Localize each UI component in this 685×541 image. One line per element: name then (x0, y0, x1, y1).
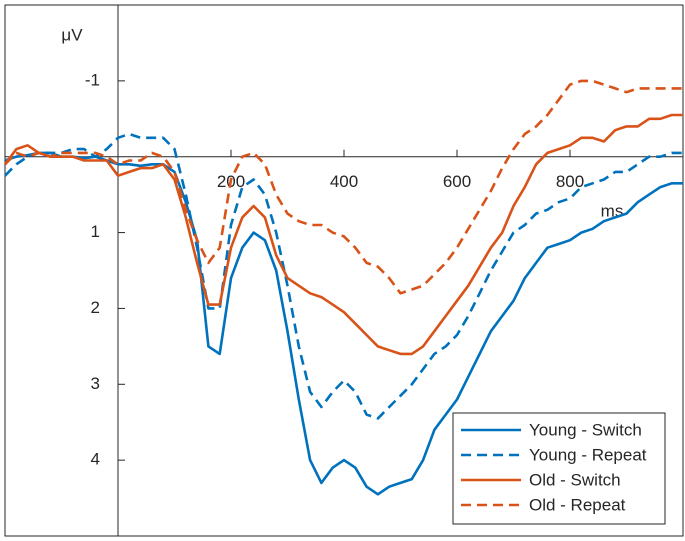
legend-label: Old - Repeat (529, 495, 626, 514)
data-line (4, 79, 683, 295)
y-tick-label: 1 (91, 222, 100, 241)
data-line (3, 113, 683, 356)
y-axis-label: μV (61, 25, 83, 44)
data-line (4, 151, 683, 496)
legend-box (452, 412, 666, 525)
legend-label: Young - Repeat (529, 445, 647, 464)
x-tick-label: 600 (443, 172, 471, 191)
x-tick-label: 400 (330, 172, 358, 191)
data-line (4, 132, 683, 420)
legend-label: Young - Switch (529, 420, 642, 439)
x-tick-label: 800 (556, 172, 584, 191)
y-tick-label: -1 (85, 70, 100, 89)
y-tick-label: 4 (91, 450, 100, 469)
y-tick-label: 2 (91, 298, 100, 317)
y-tick-label: 3 (91, 374, 100, 393)
legend-label: Old - Switch (529, 470, 621, 489)
